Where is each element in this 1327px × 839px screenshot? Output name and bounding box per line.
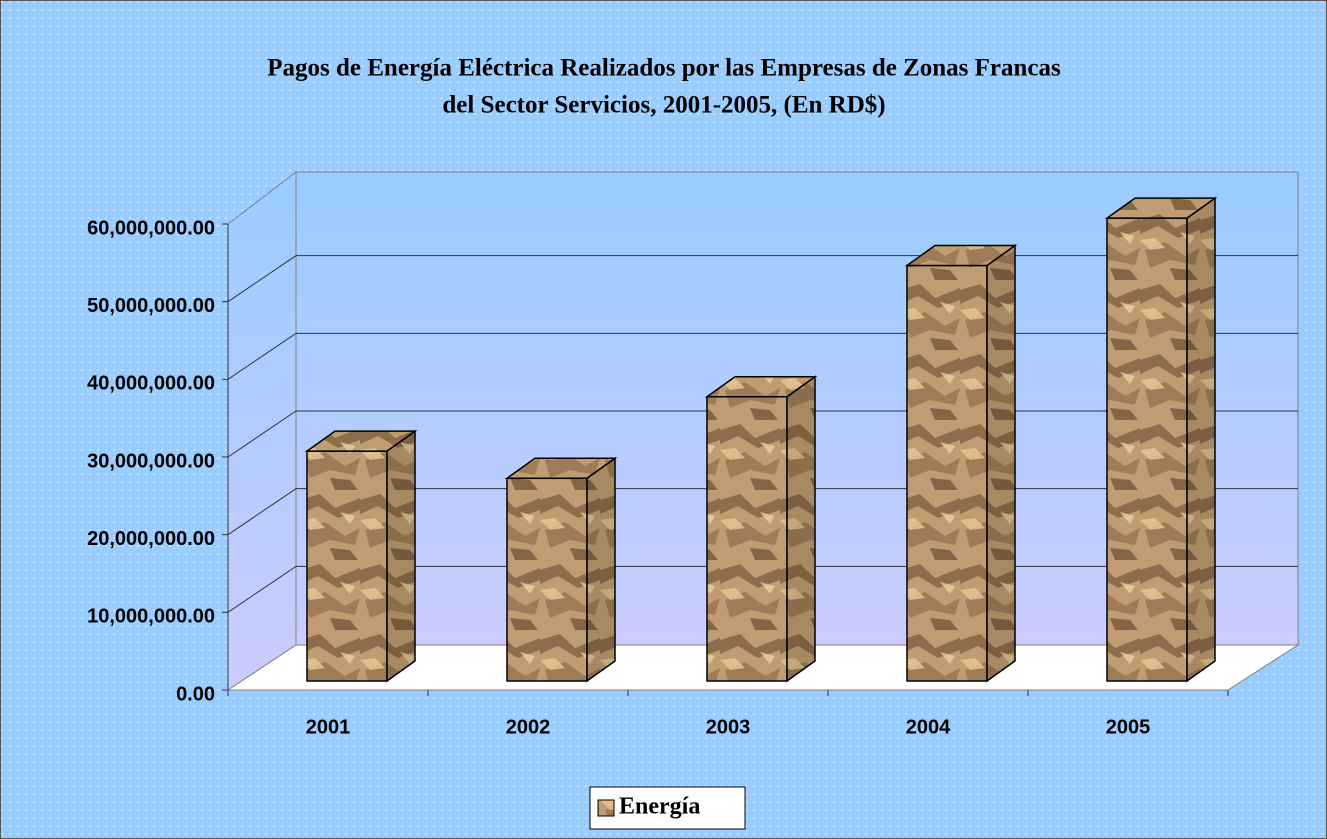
legend-swatch [597, 799, 615, 817]
y-tick-label: 0.00 [176, 683, 215, 705]
bar-top [504, 457, 618, 480]
bar [304, 429, 418, 683]
y-tick-label: 40,000,000.00 [87, 373, 215, 395]
bar-front [506, 477, 588, 682]
bar [504, 456, 618, 683]
bar-side-shade [987, 245, 1015, 681]
y-tick-label: 20,000,000.00 [87, 528, 215, 550]
legend [589, 786, 746, 830]
x-tick-label: 2003 [706, 716, 751, 738]
y-tick-label: 10,000,000.00 [87, 606, 215, 628]
bar-top [1104, 197, 1218, 219]
bar-side-shade [387, 431, 415, 681]
chart-title: Pagos de Energía Eléctrica Realizados po… [267, 55, 1061, 82]
y-tick-label: 30,000,000.00 [87, 450, 215, 472]
bar [1104, 196, 1218, 683]
bar-side-shade [787, 376, 815, 681]
bar [904, 244, 1018, 683]
x-tick-label: 2004 [906, 716, 951, 738]
chart-title: del Sector Servicios, 2001-2005, (En RD$… [442, 92, 885, 119]
bar [704, 375, 818, 683]
side-wall [227, 170, 297, 691]
bar-top [304, 430, 418, 452]
x-tick-label: 2005 [1106, 716, 1151, 738]
x-tick-label: 2001 [306, 716, 351, 738]
y-tick-label: 50,000,000.00 [87, 295, 215, 317]
x-tick-label: 2002 [506, 716, 551, 738]
bar-side-shade [1187, 198, 1215, 681]
bar-side-shade [587, 458, 615, 681]
bar-front [706, 395, 788, 682]
bar-front [906, 264, 988, 682]
plot: 0.00 10,000,000.00 20,000,000.00 30,000,000… [87, 196, 1298, 738]
bar-top [704, 375, 818, 398]
legend-label: Energía [619, 794, 700, 820]
bar-front [306, 450, 388, 682]
bar-front [1106, 217, 1188, 682]
bar-top [904, 244, 1018, 267]
y-tick-label: 60,000,000.00 [87, 217, 215, 239]
